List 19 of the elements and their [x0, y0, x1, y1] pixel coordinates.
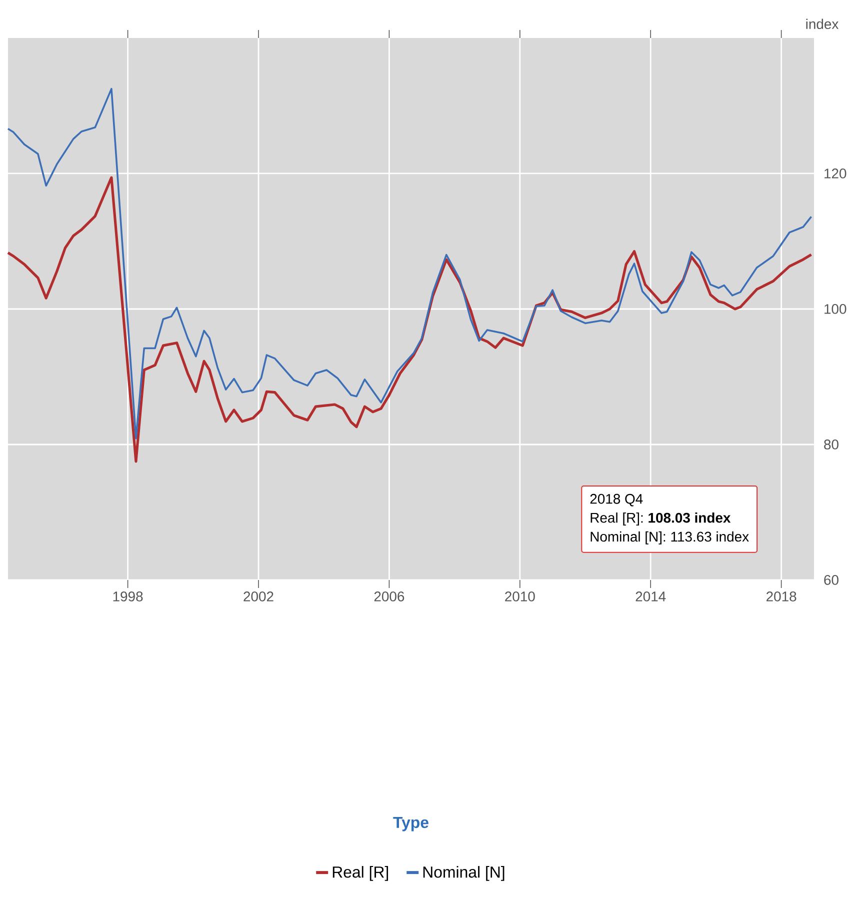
annotation: 2018 Q4 [590, 494, 643, 506]
x-tick-label: 1998 [113, 592, 143, 602]
x-tick-label: 2002 [244, 592, 274, 602]
y-tick-label: 80 [824, 440, 838, 450]
y-tick-label: 100 [824, 304, 846, 314]
annotation: Real [R]: 108.03 index [590, 512, 731, 526]
y-axis-title: index [806, 18, 838, 30]
x-tick-label: 2010 [505, 592, 535, 602]
x-tick-label: 2018 [766, 592, 796, 602]
x-tick-label: 2006 [374, 592, 404, 602]
y-tick-label: 120 [824, 168, 846, 178]
line-series [7, 88, 812, 440]
line-series [6, 176, 813, 463]
legend-title: Type [393, 816, 428, 832]
y-tick-label: 60 [824, 575, 838, 585]
legend-label: Real [R] [332, 866, 388, 881]
x-tick-label: 2014 [636, 592, 666, 602]
annotation: Nominal [N]: 113.63 index [590, 531, 749, 544]
legend-label: Nominal [N] [423, 866, 504, 881]
